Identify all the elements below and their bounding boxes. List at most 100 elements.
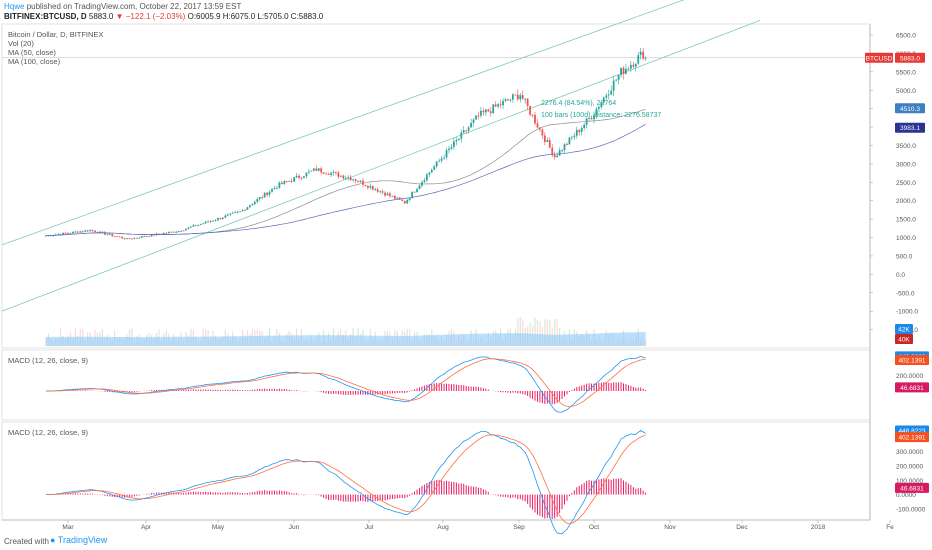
candle-body [236,211,239,213]
candle-body [320,168,323,173]
pane-frame [1,23,871,349]
candle-body [273,187,276,190]
price-tick-label: 6500.0 [896,33,916,40]
candle-body [327,174,330,175]
candle-body [494,104,497,107]
candle-body [423,180,426,183]
candle-body [524,98,527,100]
candle-body [140,236,143,238]
candle-body [391,195,394,197]
candle-body [177,231,180,232]
candle-body [551,147,554,155]
candle-body [214,220,217,221]
candle-body [121,236,123,239]
macd2-tick-label: 100.0000 [896,478,923,485]
candle-body [99,231,101,233]
candle-body [435,161,438,167]
candle-body [632,64,635,67]
candle-body [462,130,465,133]
candle-body [280,182,283,185]
legend-vol[interactable]: Vol (20) [8,39,34,48]
macd2-macd-value: 448.8223 [898,428,925,435]
legend-ma100[interactable]: MA (100, close) [8,57,61,66]
candle-body [509,99,512,101]
candle-body [283,181,286,185]
candle-body [59,234,62,235]
candle-body [175,231,178,233]
time-tick-label: Sep [513,524,525,531]
author-link[interactable]: Hqwe [4,2,25,11]
candle-body [310,170,313,172]
candle-body [541,129,544,136]
candle-body [113,236,116,237]
measure-label-1: 2276.4 (84.54%), 22764 [541,100,617,107]
candle-body [480,110,482,116]
volume-bar [546,320,548,346]
candle-body [568,137,571,145]
publish-info: published on TradingView.com, October 22… [26,2,242,11]
time-tick-label: Jun [289,524,300,531]
candle-body [258,197,261,200]
candle-body [543,135,546,142]
price-tick-label: 1500.0 [896,217,916,224]
price-tick-label: 5000.0 [896,88,916,95]
created-with-label: Created with [4,537,49,546]
candle-body [492,104,495,114]
candle-body [248,205,251,208]
candle-body [389,193,391,196]
ma50-line [45,108,646,237]
candle-body [470,122,473,128]
macd1-hist-value: 46.6831 [900,385,924,392]
candle-body [300,177,303,179]
time-tick-label: Mar [62,524,74,531]
candle-body [484,109,487,113]
candle-body [305,172,308,177]
candle-body [408,198,411,201]
candle-body [443,157,445,159]
candle-body [162,233,165,235]
candle-body [339,175,342,177]
candle-body [317,168,320,171]
candle-body [344,177,347,179]
tradingview-logo-icon[interactable]: ● TradingView [50,535,108,545]
candle-body [111,233,114,237]
volume-value-badge-bg [895,324,913,334]
candle-body [253,201,256,205]
legend-macd-2[interactable]: MACD (12, 26, close, 9) [8,428,89,437]
candle-body [133,237,136,239]
candle-body [62,232,64,235]
candle-body [570,136,573,138]
candle-body [499,104,502,106]
candle-body [145,236,148,238]
candle-body [381,191,384,193]
candle-body [507,99,509,101]
candle-body [187,227,190,229]
candle-body [116,236,119,238]
candle-body [349,177,352,181]
candle-body [394,195,396,199]
ohlc-values: O:6005.9 H:6075.0 L:5705.0 C:5883.0 [187,12,324,21]
last-price-badge: 5883.0 [900,55,920,62]
candle-body [352,179,355,181]
legend-macd-1[interactable]: MACD (12, 26, close, 9) [8,356,89,365]
volume-bar [549,319,551,346]
candle-body [413,191,416,193]
tradingview-brand[interactable]: TradingView [57,535,108,545]
time-tick-label: Oct [589,524,599,531]
macd1-signal-value: 402.1391 [898,358,925,365]
candle-body [234,212,237,214]
candle-body [401,199,404,201]
candle-body [202,223,205,225]
candle-body [101,231,104,233]
candle-body [251,204,254,206]
candle-body [295,175,298,178]
chart-header: Hqwe published on TradingView.com, Octob… [0,0,932,26]
candle-body [81,231,84,233]
candle-body [396,197,399,199]
candle-body [502,100,504,106]
candle-body [84,230,87,232]
candle-body [167,231,170,234]
legend-ma50[interactable]: MA (50, close) [8,48,56,57]
candle-body [620,67,622,76]
